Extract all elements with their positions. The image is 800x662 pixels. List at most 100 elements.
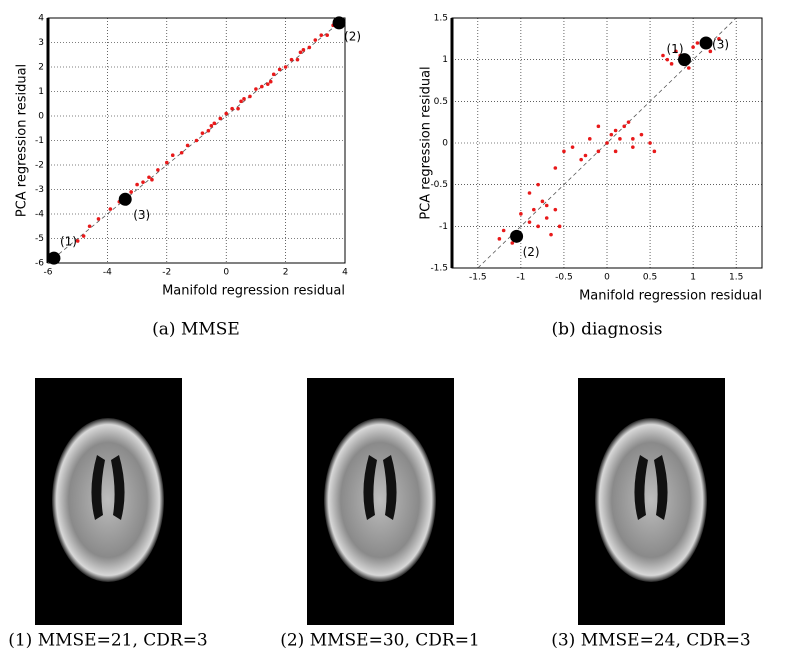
x-tick-label: -1.5 <box>469 273 487 283</box>
image-caption: (1) MMSE=21, CDR=3 <box>8 631 208 651</box>
point <box>695 41 700 45</box>
point <box>583 153 588 158</box>
y-tick-label: 1 <box>442 55 448 65</box>
highlight-point <box>118 192 132 206</box>
point <box>185 143 190 148</box>
point <box>277 67 282 72</box>
point <box>230 106 234 111</box>
ventricles <box>634 455 668 520</box>
point <box>618 137 622 141</box>
y-axis-label: PCA regression residual <box>15 64 30 217</box>
point <box>298 50 303 55</box>
point <box>639 132 644 137</box>
y-tick-label: 4 <box>38 14 44 24</box>
point <box>209 124 214 128</box>
point <box>609 132 614 137</box>
point <box>527 191 532 195</box>
highlight-point <box>332 16 346 30</box>
reference-line <box>477 17 737 269</box>
point <box>501 228 506 233</box>
point <box>587 137 592 141</box>
point <box>497 237 502 241</box>
y-tick-label: 3 <box>38 38 44 48</box>
image-caption: (2) MMSE=30, CDR=1 <box>280 631 480 651</box>
point <box>549 232 553 237</box>
point <box>596 124 601 129</box>
highlight-point <box>47 251 61 265</box>
point <box>708 49 713 54</box>
point <box>553 166 558 170</box>
point-label: (3) <box>133 208 150 222</box>
point <box>665 57 670 62</box>
y-tick-label: -0.5 <box>430 180 448 190</box>
point <box>236 106 240 111</box>
point <box>553 207 558 212</box>
point <box>170 153 175 157</box>
point <box>242 97 246 101</box>
point <box>674 49 678 54</box>
point-label: (1) <box>667 42 684 56</box>
y-tick-label: -4 <box>35 210 44 220</box>
point <box>532 207 536 212</box>
y-axis-label: PCA regression residual <box>419 66 434 219</box>
point <box>613 128 618 133</box>
point <box>212 121 217 126</box>
x-tick-label: -2 <box>162 268 171 278</box>
point <box>536 224 540 229</box>
brain <box>52 418 164 582</box>
x-tick-label: -0.5 <box>555 273 573 283</box>
point <box>596 149 601 154</box>
point <box>631 137 635 141</box>
point <box>254 87 258 91</box>
point <box>271 72 276 77</box>
point <box>519 212 523 216</box>
y-tick-label: 2 <box>38 63 44 73</box>
y-tick-label: -6 <box>35 259 44 269</box>
point <box>141 180 145 184</box>
x-axis-label: Manifold regression residual <box>579 289 762 304</box>
x-tick-label: 0 <box>604 273 610 283</box>
point <box>150 177 154 182</box>
point <box>631 145 635 149</box>
point <box>283 65 288 69</box>
point <box>260 84 264 89</box>
point <box>239 99 243 104</box>
point <box>194 138 199 143</box>
point <box>248 94 252 99</box>
point <box>81 234 86 238</box>
point <box>200 131 205 135</box>
point <box>622 124 627 129</box>
point-label: (1) <box>60 235 77 249</box>
highlight-point <box>510 229 524 243</box>
y-tick-label: -2 <box>35 161 44 171</box>
y-tick-label: 0 <box>442 139 448 149</box>
point <box>687 66 691 70</box>
point <box>268 79 273 84</box>
brain <box>324 418 436 582</box>
point <box>307 45 312 50</box>
point <box>135 182 139 187</box>
point <box>562 149 566 154</box>
point-label: (3) <box>712 38 729 52</box>
point <box>510 241 515 245</box>
y-tick-label: 1 <box>38 87 44 97</box>
point <box>669 62 674 66</box>
point <box>557 224 562 229</box>
point <box>129 190 133 194</box>
point <box>96 217 101 221</box>
x-tick-label: 1 <box>690 273 696 283</box>
point <box>156 168 160 172</box>
point <box>179 150 184 155</box>
point <box>540 199 545 204</box>
point <box>147 175 151 180</box>
y-tick-label: -1.5 <box>430 264 448 274</box>
brain <box>595 418 707 582</box>
point <box>75 239 80 243</box>
x-tick-label: -6 <box>44 268 53 278</box>
point <box>108 207 113 211</box>
point <box>87 224 92 229</box>
point <box>613 149 618 154</box>
point <box>536 182 540 187</box>
y-tick-label: 0 <box>38 112 44 122</box>
x-tick-label: 0 <box>223 268 229 278</box>
